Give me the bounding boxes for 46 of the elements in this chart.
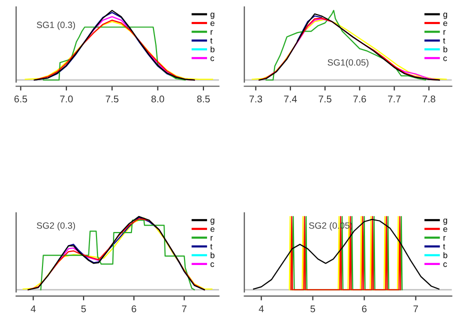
legend-label: t xyxy=(443,38,446,44)
x-tick-label: 7.5 xyxy=(106,96,118,102)
x-tick-label: 6 xyxy=(132,305,136,312)
x-tick-label: 6.5 xyxy=(14,96,28,102)
legend-label: e xyxy=(443,227,448,232)
legend-label: c xyxy=(210,262,214,267)
x-tick-label: 7 xyxy=(414,305,418,312)
legend-label: c xyxy=(443,262,447,267)
legend-label: e xyxy=(443,21,448,26)
x-tick-label: 5 xyxy=(310,305,316,312)
x-tick-label: 7.3 xyxy=(250,96,262,102)
annotation: SG2 (0.3) xyxy=(36,222,75,231)
annotation: SG1 (0.3) xyxy=(36,21,75,30)
legend-label: c xyxy=(443,56,447,62)
legend-label: e xyxy=(210,227,214,232)
x-tick-label: 7.0 xyxy=(60,96,73,102)
legend-label: e xyxy=(210,21,214,26)
legend-label: r xyxy=(444,236,446,241)
legend-label: r xyxy=(210,30,213,35)
x-tick-label: 7.5 xyxy=(318,96,332,102)
x-tick-label: 7.4 xyxy=(284,96,297,102)
legend-label: b xyxy=(444,46,448,52)
x-tick-label: 8.5 xyxy=(197,96,210,102)
x-tick-label: 7.8 xyxy=(422,96,436,102)
x-tick-label: 7 xyxy=(182,305,186,312)
x-tick-label: 6 xyxy=(362,305,367,312)
legend-label: g xyxy=(210,218,214,225)
x-tick-label: 7.6 xyxy=(353,96,366,102)
x-tick-label: 8.0 xyxy=(151,96,164,102)
legend-label: r xyxy=(444,30,446,35)
legend-label: c xyxy=(210,56,214,62)
legend-label: g xyxy=(443,218,448,225)
legend-label: g xyxy=(210,12,214,19)
annotation: SG1(0.05) xyxy=(328,59,368,68)
legend-label: b xyxy=(444,252,448,258)
legend-label: b xyxy=(210,252,214,258)
legend-label: t xyxy=(210,38,212,44)
legend-label: r xyxy=(210,236,213,241)
x-tick-label: 7.7 xyxy=(388,96,401,102)
legend-label: g xyxy=(443,12,448,19)
legend-label: t xyxy=(210,244,212,250)
legend-label: b xyxy=(210,46,214,52)
x-tick-label: 4 xyxy=(258,305,264,312)
x-tick-label: 5 xyxy=(81,305,86,312)
legend-label: t xyxy=(443,244,446,250)
x-tick-label: 4 xyxy=(30,305,36,312)
